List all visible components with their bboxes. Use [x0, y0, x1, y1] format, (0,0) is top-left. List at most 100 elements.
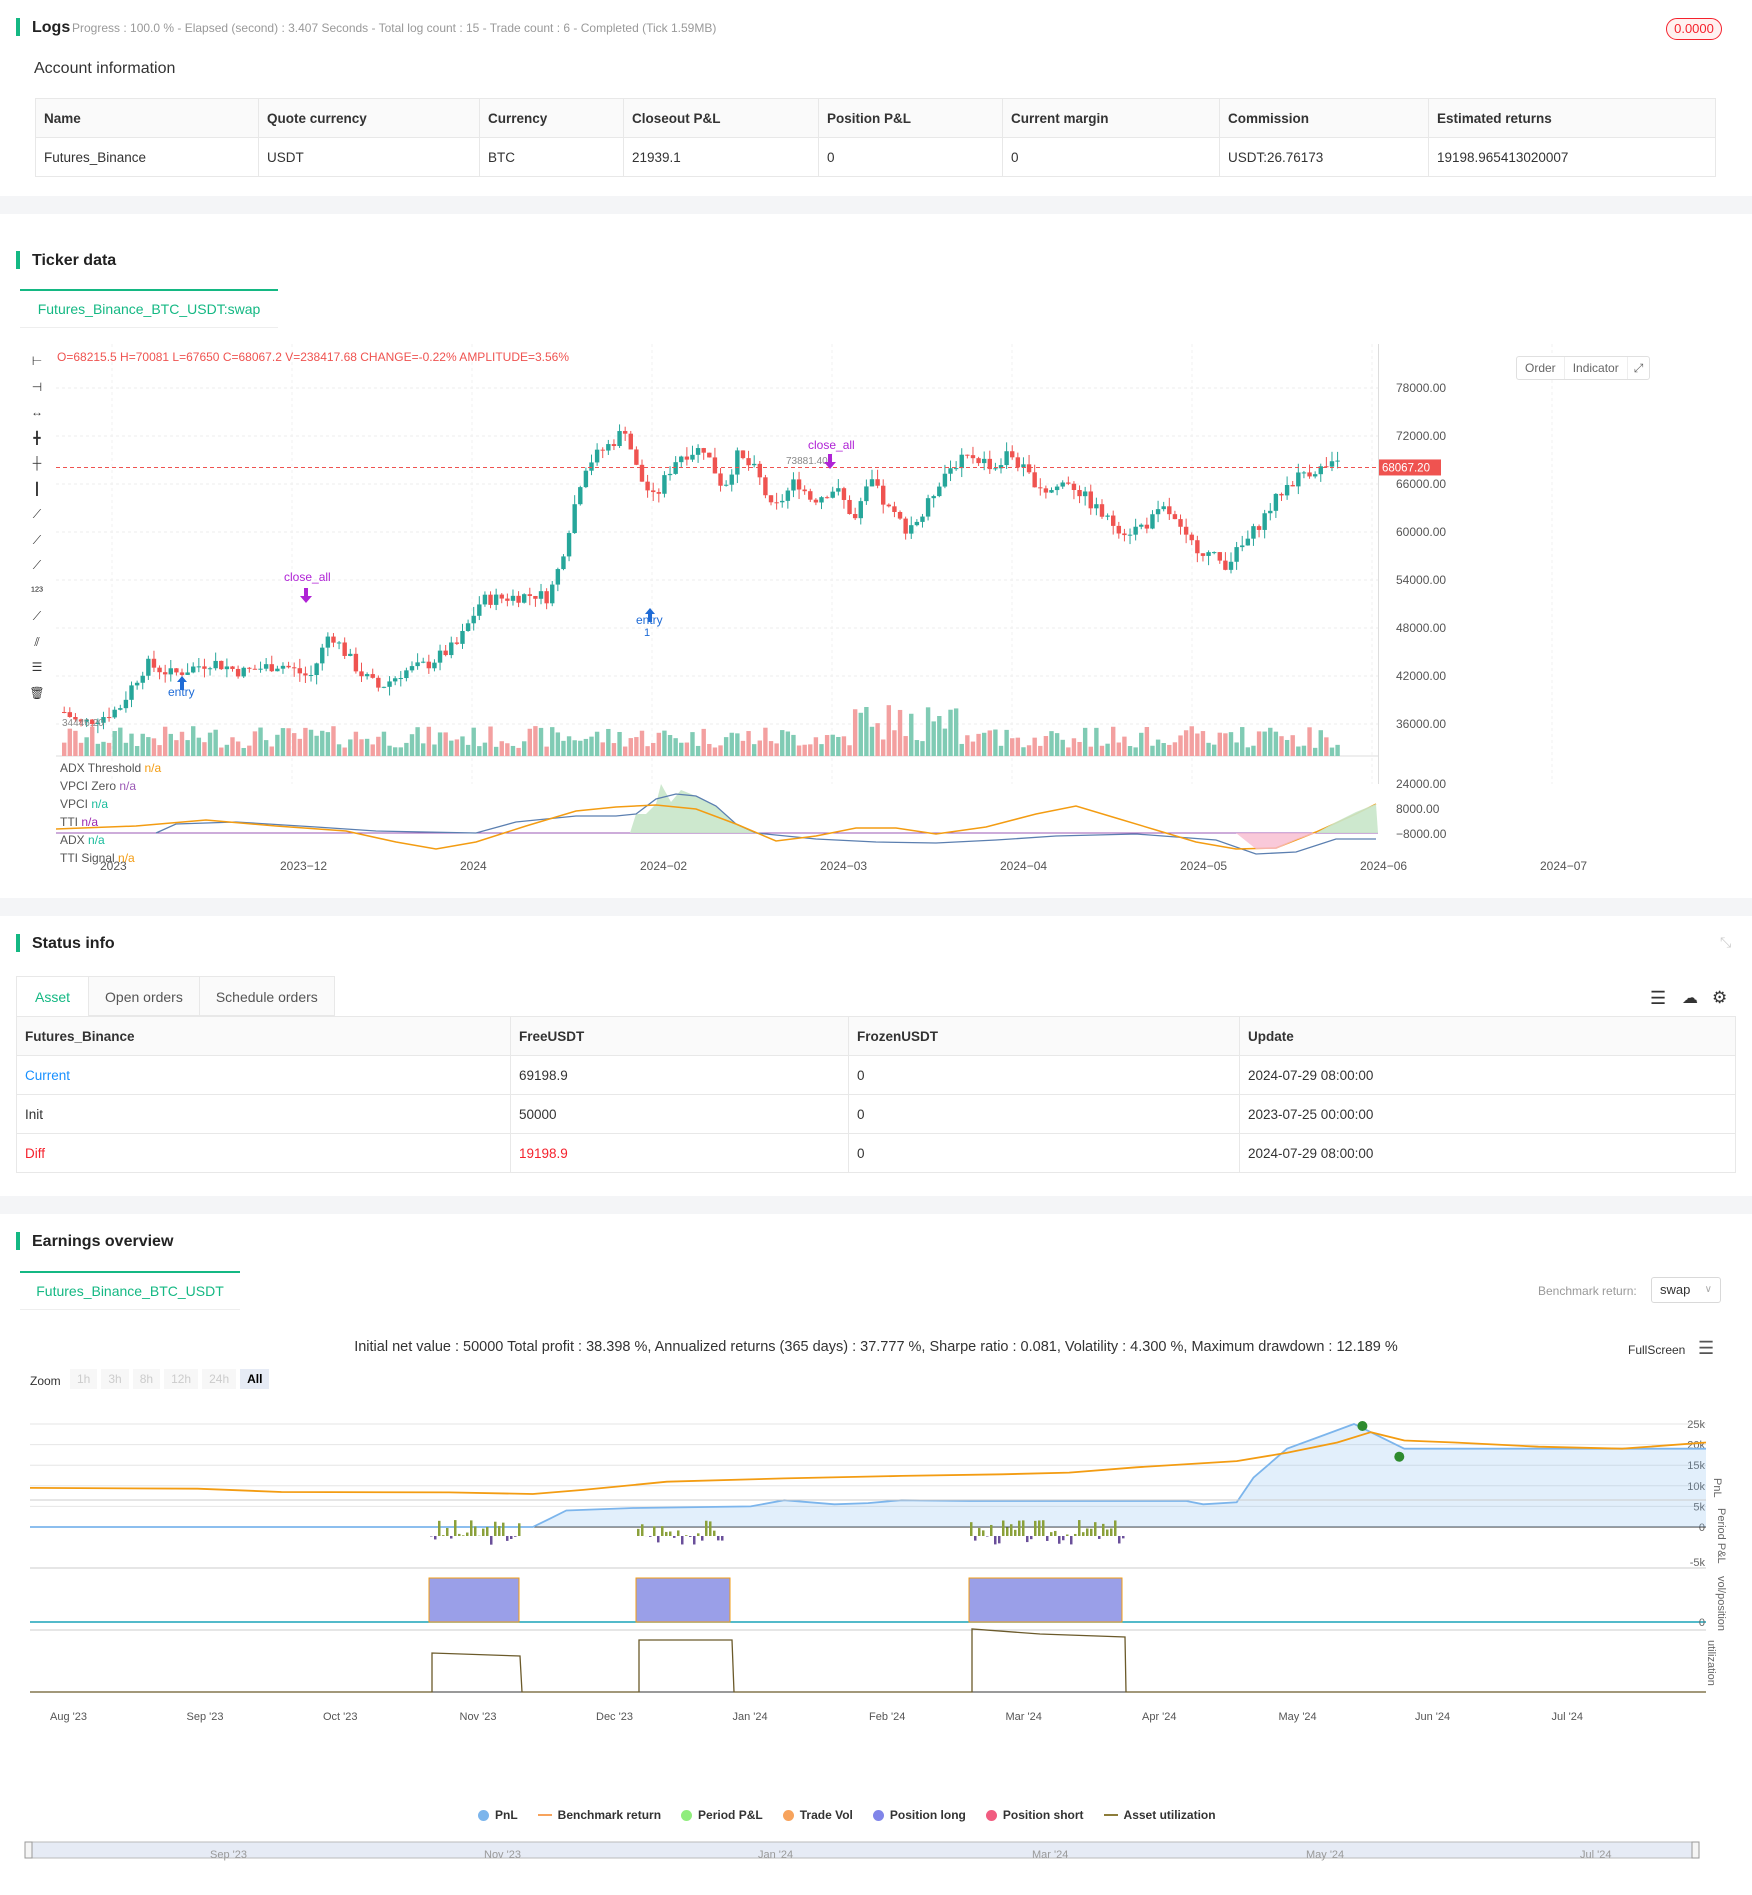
tab-schedule-orders[interactable]: Schedule orders — [199, 976, 335, 1016]
utilization-line — [30, 1628, 1706, 1693]
cloud-icon[interactable]: ☁ — [1682, 990, 1698, 1007]
volume-bar — [235, 741, 241, 756]
horizontal-segment-icon[interactable]: ↔ — [31, 405, 43, 419]
legend-item[interactable]: TTI Signal n/a — [60, 849, 161, 867]
logs-badge[interactable]: 0.0000 — [1666, 18, 1722, 40]
legend-item[interactable]: Position short — [985, 1808, 1084, 1822]
legend-item[interactable]: Period P&L — [681, 1808, 763, 1822]
collapse-icon[interactable]: ⤡ — [1720, 934, 1732, 950]
price-tick-label: 60000.00 — [1396, 525, 1446, 539]
legend-item[interactable]: Asset utilization — [1103, 1808, 1216, 1822]
legend-value: n/a — [91, 797, 109, 811]
candle-body — [1043, 488, 1049, 493]
candle-body — [886, 504, 892, 507]
legend-item[interactable]: VPCI Zero n/a — [60, 777, 161, 795]
zoom-24h-button[interactable]: 24h — [202, 1369, 237, 1389]
candle-body — [1144, 524, 1150, 529]
legend-item[interactable]: VPCI n/a — [60, 795, 161, 813]
indicator-button[interactable]: Indicator — [1565, 357, 1628, 379]
volume-bar — [482, 742, 488, 756]
cell: 0 — [848, 1133, 1240, 1173]
trend-line-icon[interactable]: ⟋ — [32, 507, 42, 521]
vertical-segment-icon[interactable]: ┃ — [33, 481, 41, 496]
legend-item[interactable]: TTI n/a — [60, 813, 161, 831]
period-pnl-bar — [1098, 1536, 1101, 1539]
volume-bar — [959, 743, 964, 756]
period-pnl-bar — [506, 1536, 509, 1541]
volume-bar — [415, 727, 420, 756]
order-button[interactable]: Order — [1517, 357, 1565, 379]
candlestick-chart[interactable]: 78000.00 72000.00 66000.00 60000.00 54000.00… — [56, 344, 1736, 884]
price-tick-label: 54000.00 — [1396, 573, 1446, 587]
extended-line-icon[interactable]: ⟋ — [32, 558, 42, 572]
volume-bar — [622, 746, 628, 756]
candle-body — [162, 672, 168, 675]
time-tick-label: Jul '24 — [1552, 1711, 1583, 1723]
candle-body — [1032, 472, 1037, 488]
candle-body — [1211, 552, 1217, 554]
volume-bar — [695, 745, 701, 756]
vertical-line-icon[interactable]: ┼ — [32, 456, 42, 470]
tab-asset[interactable]: Asset — [16, 976, 90, 1016]
gear-icon[interactable]: ⚙ — [1712, 988, 1728, 1007]
period-pnl-bar — [466, 1532, 469, 1536]
zoom-3h-button[interactable]: 3h — [101, 1369, 129, 1389]
legend-item[interactable]: PnL — [478, 1808, 518, 1822]
volume-bar — [1150, 745, 1155, 756]
menu-icon[interactable]: ☰ — [1698, 1338, 1715, 1358]
candle-body — [1200, 553, 1206, 556]
period-pnl-bar — [701, 1536, 704, 1541]
volume-bar — [1335, 744, 1340, 756]
horizontal-ray-icon[interactable]: ⊢ — [31, 354, 43, 368]
candle-body — [336, 642, 342, 644]
candle-body — [303, 673, 308, 676]
legend-item[interactable]: ADX n/a — [60, 831, 161, 849]
asset-table: Futures_Binance FreeUSDT FrozenUSDT Upda… — [16, 1016, 1736, 1173]
parallel-channel-icon[interactable]: ⟋ — [32, 609, 42, 623]
horizontal-line-icon[interactable]: ⊣ — [31, 379, 43, 394]
zoom-12h-button[interactable]: 12h — [164, 1369, 199, 1389]
ray-line-icon[interactable]: ⟋ — [32, 532, 42, 547]
volume-bar — [308, 729, 314, 756]
period-pnl-bar — [1090, 1528, 1093, 1536]
candle-body — [1004, 451, 1009, 466]
list-icon[interactable]: ☰ — [1650, 988, 1667, 1008]
earnings-tab[interactable]: Futures_Binance_BTC_USDT — [20, 1271, 240, 1310]
vertical-ray-icon[interactable]: ╋ — [33, 430, 41, 445]
layers-icon[interactable]: ☰ — [31, 660, 43, 674]
tab-open-orders[interactable]: Open orders — [89, 976, 200, 1016]
period-pnl-bar — [494, 1521, 497, 1536]
volume-bar — [73, 730, 78, 756]
ticker-tab[interactable]: Futures_Binance_BTC_USDT:swap — [20, 289, 278, 328]
volume-bar — [471, 727, 476, 756]
legend-item[interactable]: Trade Vol — [782, 1808, 853, 1822]
price-axis-line — [1378, 344, 1379, 784]
candle-body — [965, 454, 970, 456]
legend-item[interactable]: Benchmark return — [537, 1808, 661, 1822]
account-title: Account information — [34, 60, 176, 77]
period-pnl-bar — [1062, 1536, 1065, 1541]
price-label-icon[interactable]: ¹²³ — [31, 583, 43, 598]
period-pnl-bar — [498, 1526, 501, 1536]
volume-bar — [336, 744, 342, 756]
fib-icon[interactable]: ⫽ — [34, 634, 40, 649]
legend-item[interactable]: ADX Threshold n/a — [60, 759, 161, 777]
candle-body — [1245, 538, 1251, 546]
table-header-row: Futures_Binance FreeUSDT FrozenUSDT Upda… — [16, 1016, 1736, 1056]
volume-bar — [1195, 733, 1200, 756]
zoom-1h-button[interactable]: 1h — [70, 1369, 98, 1389]
benchmark-select[interactable]: swap ∨ — [1651, 1277, 1721, 1303]
fullscreen-button[interactable]: FullScreen — [1628, 1343, 1686, 1357]
zoom-All-button[interactable]: All — [240, 1369, 270, 1389]
legend-item[interactable]: Position long — [872, 1808, 966, 1822]
volume-bar — [1032, 737, 1037, 756]
volume-bar — [566, 736, 572, 756]
volume-bar — [477, 746, 482, 756]
candle-body — [1279, 493, 1284, 496]
candle-body — [673, 462, 678, 474]
volume-bar — [252, 731, 258, 756]
trash-icon[interactable]: 🗑 — [29, 685, 45, 700]
expand-icon[interactable]: ⤢ — [1633, 361, 1644, 375]
zoom-8h-button[interactable]: 8h — [132, 1369, 161, 1389]
